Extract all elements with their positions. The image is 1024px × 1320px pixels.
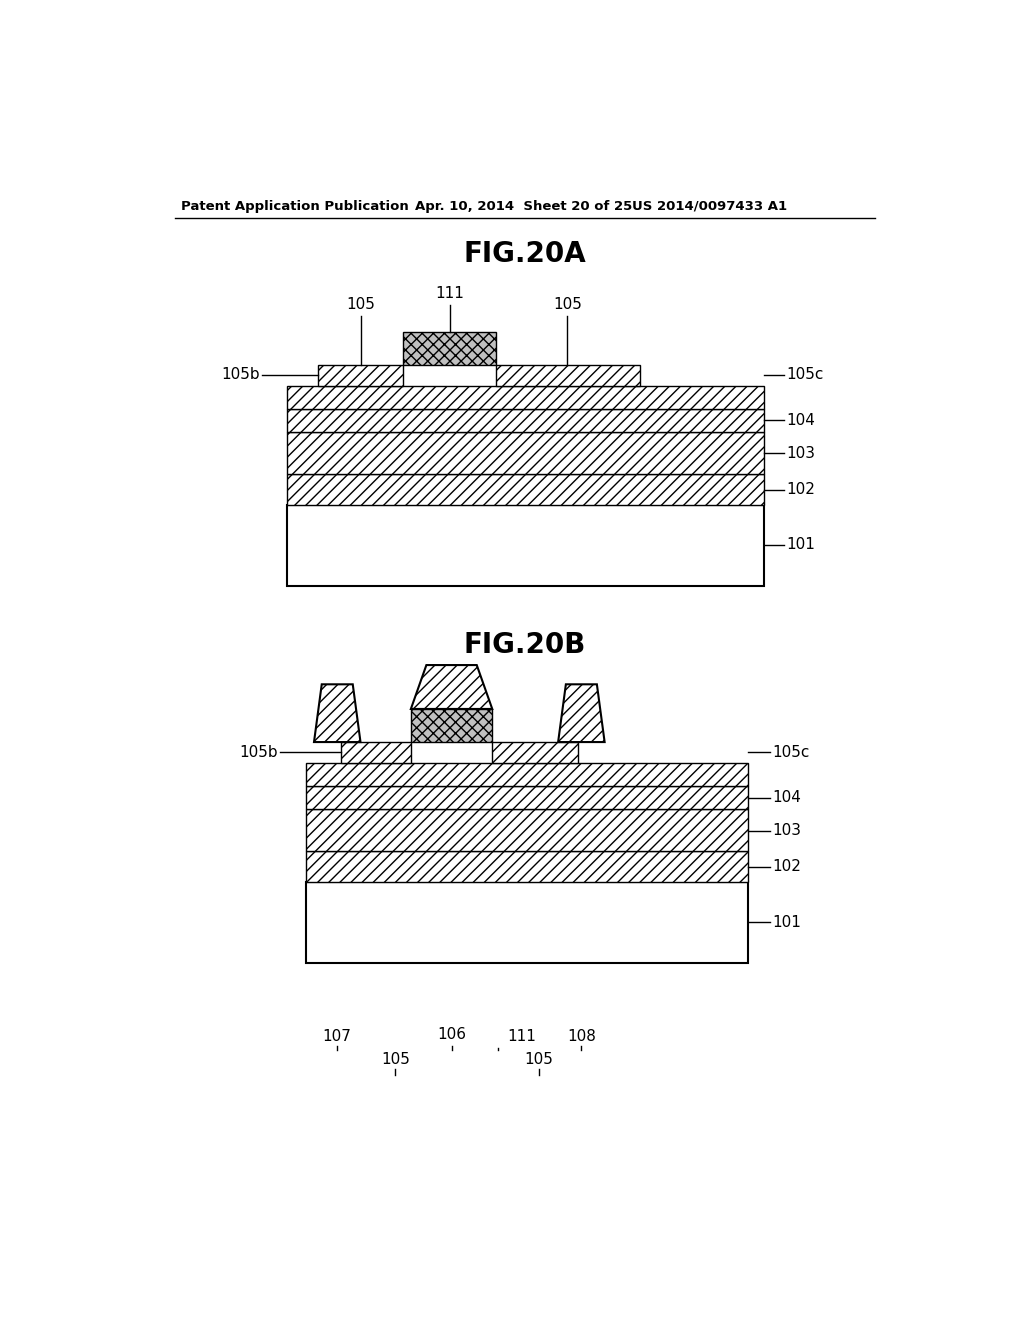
- Text: 105: 105: [381, 1052, 410, 1067]
- Text: 106: 106: [437, 1027, 467, 1043]
- Text: 102: 102: [773, 859, 802, 874]
- Text: 105: 105: [553, 297, 582, 313]
- Bar: [411, 709, 493, 742]
- Text: 103: 103: [773, 824, 802, 838]
- Text: Apr. 10, 2014  Sheet 20 of 25: Apr. 10, 2014 Sheet 20 of 25: [415, 199, 632, 213]
- Text: 101: 101: [786, 537, 816, 553]
- Bar: [317, 364, 403, 385]
- Bar: [306, 785, 748, 809]
- Polygon shape: [314, 684, 360, 742]
- Text: FIG.20B: FIG.20B: [464, 631, 586, 659]
- Bar: [306, 882, 748, 964]
- Text: 105b: 105b: [239, 744, 278, 759]
- Polygon shape: [558, 684, 604, 742]
- Text: 105: 105: [346, 297, 375, 313]
- Bar: [287, 385, 764, 409]
- Bar: [287, 474, 764, 506]
- Text: 107: 107: [323, 1028, 351, 1044]
- Text: 104: 104: [786, 413, 816, 428]
- Text: 104: 104: [773, 789, 802, 805]
- Text: 101: 101: [773, 915, 802, 929]
- Bar: [496, 364, 640, 385]
- Bar: [493, 742, 578, 763]
- Text: 111: 111: [508, 1028, 537, 1044]
- Bar: [287, 504, 764, 586]
- Text: 105: 105: [524, 1052, 553, 1067]
- Text: US 2014/0097433 A1: US 2014/0097433 A1: [632, 199, 786, 213]
- Bar: [306, 851, 748, 882]
- Bar: [287, 409, 764, 432]
- Text: 108: 108: [567, 1028, 596, 1044]
- Text: 105b: 105b: [221, 367, 260, 383]
- Text: 105c: 105c: [786, 367, 824, 383]
- Bar: [306, 809, 748, 851]
- Text: 105c: 105c: [773, 744, 810, 759]
- Bar: [341, 742, 411, 763]
- Polygon shape: [411, 665, 493, 709]
- Text: 111: 111: [435, 286, 464, 301]
- Bar: [306, 763, 748, 785]
- Text: Patent Application Publication: Patent Application Publication: [180, 199, 409, 213]
- Text: 102: 102: [786, 482, 816, 498]
- Bar: [403, 331, 496, 364]
- Text: FIG.20A: FIG.20A: [464, 240, 586, 268]
- Text: 103: 103: [786, 446, 816, 461]
- Bar: [287, 432, 764, 474]
